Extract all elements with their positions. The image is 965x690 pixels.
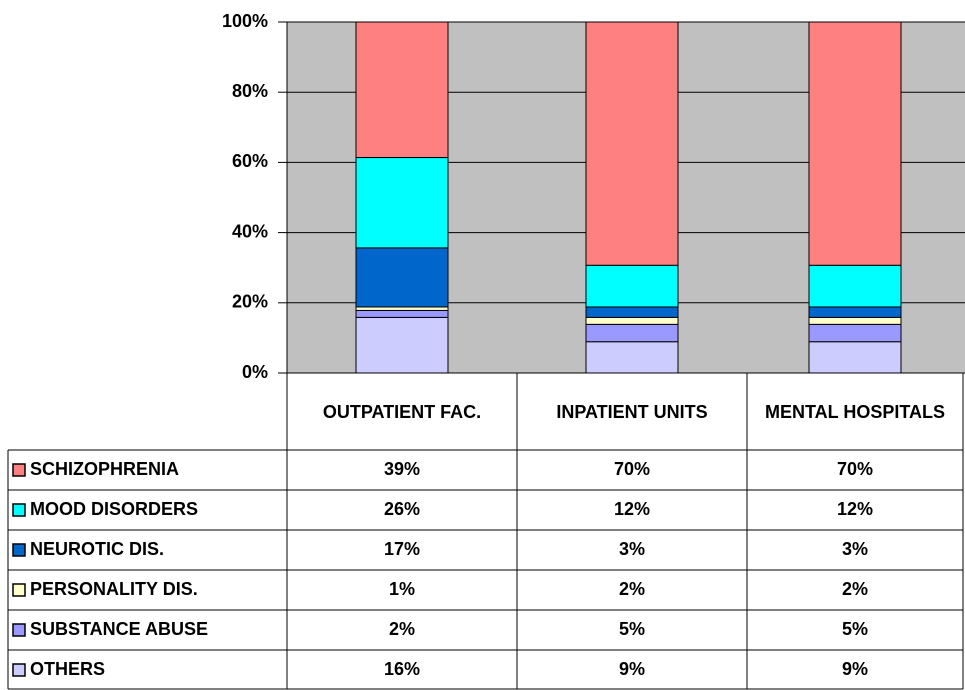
bar-segment <box>585 306 679 318</box>
legend-swatch <box>12 543 26 557</box>
bar-segment <box>355 309 449 318</box>
bar-segment <box>585 264 679 308</box>
bar-segment <box>585 323 679 343</box>
bar-segment <box>808 341 902 374</box>
legend-swatch <box>12 623 26 637</box>
category-cell: INPATIENT UNITS <box>556 401 708 422</box>
data-label: 1% <box>389 579 415 599</box>
data-label: 39% <box>384 459 420 479</box>
legend-label: MOOD DISORDERS <box>30 499 198 519</box>
x-tick-label: MENTAL HOSPITALS <box>765 401 945 422</box>
legend-swatch <box>12 503 26 517</box>
category-cell: OUTPATIENT FAC. <box>322 401 482 422</box>
data-label: 70% <box>614 459 650 479</box>
y-tick-label: 60% <box>232 151 268 171</box>
data-label: 12% <box>614 499 650 519</box>
legend-label: SCHIZOPHRENIA <box>30 459 179 479</box>
data-label: 5% <box>619 619 645 639</box>
bar-segment <box>808 21 902 266</box>
data-label: 5% <box>842 619 868 639</box>
legend-label: OTHERS <box>30 659 105 679</box>
legend-swatch <box>12 583 26 597</box>
legend-swatch <box>12 663 26 677</box>
data-label: 26% <box>384 499 420 519</box>
bar-segment <box>585 21 679 266</box>
x-tick-label: OUTPATIENT FAC. <box>322 401 482 422</box>
y-tick-label: 80% <box>232 81 268 101</box>
legend-label: NEUROTIC DIS. <box>30 539 164 559</box>
bar-segment <box>355 21 449 159</box>
y-tick-label: 0% <box>242 362 268 382</box>
data-label: 2% <box>842 579 868 599</box>
y-tick-label: 100% <box>222 11 268 31</box>
x-tick-label: INPATIENT UNITS <box>556 401 708 422</box>
bar-segment <box>355 306 449 311</box>
data-label: 3% <box>619 539 645 559</box>
legend-swatch <box>12 463 26 477</box>
data-label: 9% <box>842 659 868 679</box>
legend-label: PERSONALITY DIS. <box>30 579 198 599</box>
data-label: 3% <box>842 539 868 559</box>
bar-segment <box>355 157 449 249</box>
data-label: 12% <box>837 499 873 519</box>
data-label: 2% <box>389 619 415 639</box>
category-cell: MENTAL HOSPITALS <box>765 401 945 422</box>
data-label: 16% <box>384 659 420 679</box>
data-label: 17% <box>384 539 420 559</box>
bar-segment <box>355 247 449 308</box>
bar-segment <box>808 306 902 318</box>
y-tick-label: 40% <box>232 221 268 241</box>
bar-segment <box>585 341 679 374</box>
bar-segment <box>808 264 902 308</box>
data-label: 9% <box>619 659 645 679</box>
legend-label: SUBSTANCE ABUSE <box>30 619 208 639</box>
bar-segment <box>808 323 902 343</box>
bar-segment <box>355 316 449 374</box>
data-label: 70% <box>837 459 873 479</box>
bar-segment <box>585 316 679 325</box>
data-label: 2% <box>619 579 645 599</box>
y-tick-label: 20% <box>232 292 268 312</box>
bar-segment <box>808 316 902 325</box>
